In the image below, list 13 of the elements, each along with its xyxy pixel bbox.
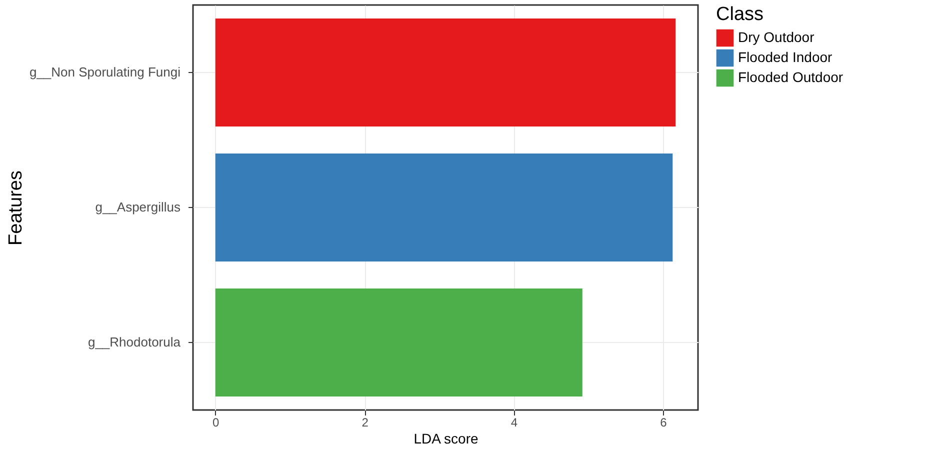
- y-tick-label: g__Rhodotorula: [88, 334, 182, 350]
- x-tick-label: 4: [510, 416, 518, 430]
- legend-label: Flooded Indoor: [738, 49, 833, 65]
- legend-title: Class: [716, 4, 764, 25]
- y-tick-label: g__Aspergillus: [95, 200, 181, 214]
- legend-label: Dry Outdoor: [738, 29, 815, 45]
- x-tick-label: 6: [660, 416, 668, 430]
- y-tick-label: g__Non Sporulating Fungi: [29, 64, 181, 80]
- y-axis-title: Features: [5, 170, 26, 246]
- x-tick-label: 2: [362, 416, 369, 430]
- x-axis-title: LDA score: [414, 430, 479, 446]
- x-tick-label: 0: [212, 416, 220, 430]
- legend-label: Flooded Outdoor: [738, 69, 844, 85]
